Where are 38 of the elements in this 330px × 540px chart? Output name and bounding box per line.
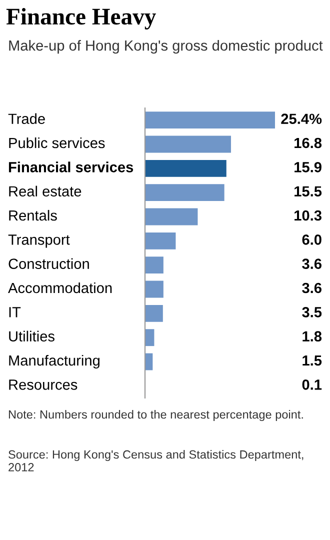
chart-title: Finance Heavy (6, 8, 156, 30)
data-label: 3.5 (302, 307, 322, 318)
y-tick-label: Financial services (8, 162, 134, 172)
y-tick-label: Accommodation (8, 282, 112, 294)
bar (145, 280, 164, 298)
y-tick-label: Construction (8, 258, 89, 269)
bar (145, 208, 198, 226)
source-note: Source: Hong Kong's Census and Statistics Department, 2012 (8, 450, 304, 472)
data-label: 0.1 (302, 380, 322, 390)
y-tick-label: Trade (8, 113, 45, 124)
bar (145, 256, 164, 274)
data-label: 25.4% (281, 114, 322, 124)
data-label: 3.6 (302, 258, 322, 270)
bar (145, 112, 275, 129)
data-label: 1.8 (302, 331, 322, 342)
data-label: 15.5 (294, 186, 322, 196)
data-label: 6.0 (302, 234, 322, 245)
y-tick-label: Public services (9, 137, 105, 148)
y-tick-label: Resources (9, 380, 78, 390)
bar (145, 304, 163, 322)
text: Note: Numbers rounded to the nearest percentage point. (8, 410, 303, 422)
data-label: 15.9 (294, 162, 322, 172)
y-tick-label: Transport (8, 234, 70, 248)
bar (145, 329, 154, 346)
bar (145, 232, 176, 250)
data-label: 1.5 (302, 355, 322, 366)
data-label: 3.6 (302, 282, 322, 294)
y-tick-label: IT (9, 307, 21, 318)
bar (145, 160, 226, 177)
chart-subtitle: Make-up of Hong Kong's gross domestic product (9, 40, 323, 54)
y-tick-label: Real estate (9, 186, 82, 196)
data-label: 16.8 (294, 138, 322, 148)
bar (145, 184, 224, 202)
y-tick-label: Manufacturing (9, 354, 100, 369)
y-tick-label: Utilities (9, 330, 54, 342)
y-tick-label: Rentals (9, 210, 57, 221)
data-label: 10.3 (294, 210, 322, 221)
bar (145, 136, 231, 153)
